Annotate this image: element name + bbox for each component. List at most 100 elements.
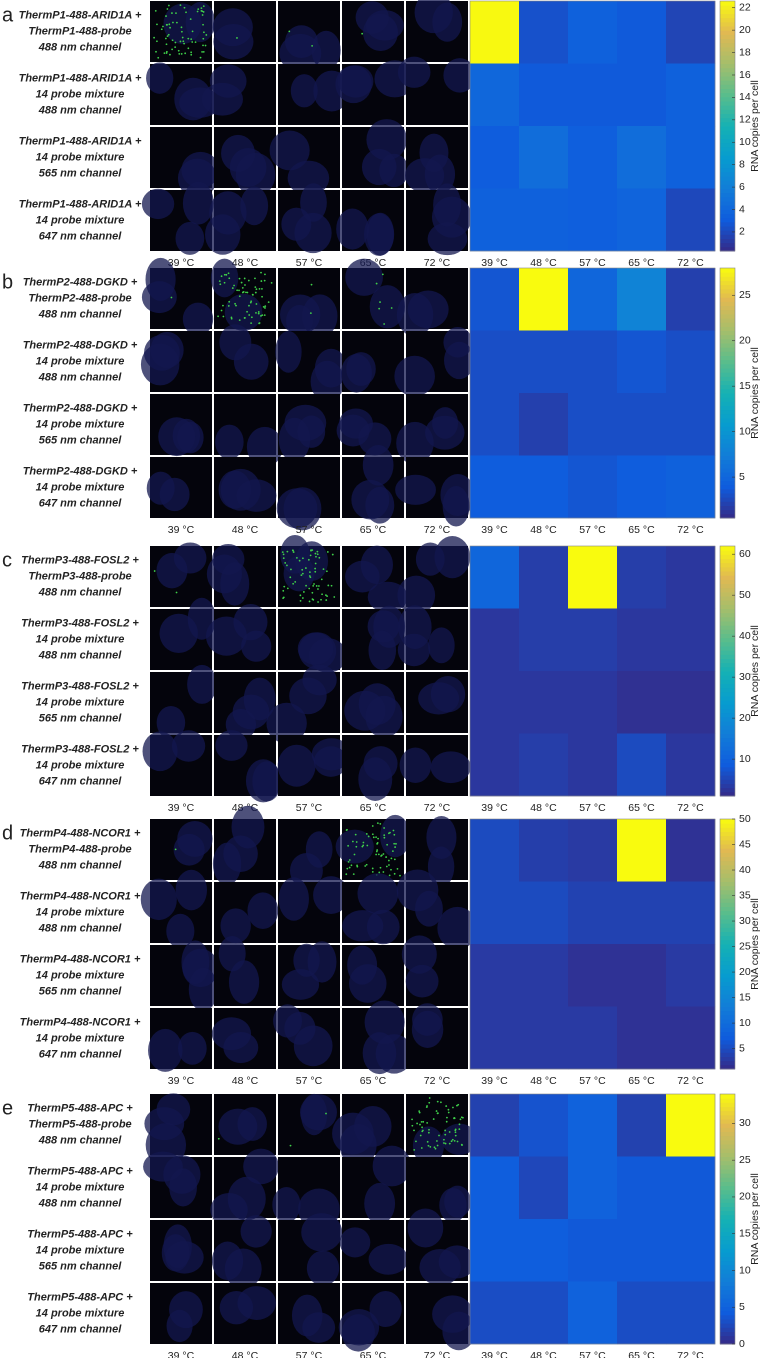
colorbar-step [720,1323,735,1328]
colorbar-tick-label: 12 [739,114,751,126]
row-label: ThermP2-488-DGKD + [23,402,138,414]
x-tick-label: 72 °C [424,802,451,814]
colorbar-step [720,910,735,916]
row-label: ThermP1-488-ARID1A + [19,135,142,147]
row-label: 488 nm channel [38,586,122,598]
colorbar-step [720,30,735,35]
nucleus [247,892,279,929]
colorbar-step [720,130,735,135]
heatmap-cell [519,330,569,394]
colorbar-step [720,898,735,903]
nucleus [212,8,253,47]
nucleus [209,64,247,98]
rna-spot [153,570,156,572]
colorbar-step [720,26,735,31]
colorbar-step [720,1127,735,1132]
heatmap-cell [666,733,716,797]
rna-spot [309,571,311,574]
colorbar-step [720,637,735,643]
colorbar-step [720,430,735,436]
colorbar-step [720,476,735,481]
colorbar-step [720,159,735,164]
nucleus [365,10,404,41]
nucleus [281,969,320,1000]
colorbar-tick-label: 30 [739,671,751,683]
nucleus [433,183,462,227]
nucleus [311,30,341,70]
colorbar-tick-label: 35 [739,889,751,901]
rna-spot [314,567,317,570]
nucleus [430,751,471,784]
x-tick-label: 65 °C [628,1350,655,1358]
rna-spot [356,864,358,867]
rna-spot [375,853,378,856]
colorbar-step [720,741,735,747]
colorbar-tick-label: 5 [739,1301,745,1313]
colorbar-step [720,877,735,882]
colorbar-label: RNA copies per cell [749,625,761,717]
colorbar-step [720,117,735,123]
heatmap-cell [470,188,520,252]
rna-spot [247,279,250,282]
heatmap-cell [519,1281,569,1345]
row-label: ThermP1-488-ARID1A + [19,198,142,210]
nucleus [336,208,369,250]
colorbar-step [720,679,735,684]
rna-spot [436,1100,439,1103]
rna-spot [223,281,226,284]
rna-spot [327,584,330,587]
colorbar-step [720,213,735,219]
rna-spot [250,316,253,319]
colorbar-step [720,192,735,198]
rna-spot [254,277,256,280]
rna-spot [300,574,303,576]
colorbar-step [720,1106,735,1112]
nucleus [414,0,453,34]
nucleus [365,695,403,738]
colorbar-step [720,1260,735,1266]
rna-spot [163,52,166,55]
rna-spot [443,1138,445,1141]
colorbar-step [720,59,735,64]
rna-spot [314,552,317,555]
colorbar-step [720,998,735,1003]
nucleus [368,630,397,671]
colorbar-step [720,691,735,697]
heatmap-cell [617,1156,667,1220]
rna-spot [191,41,194,43]
nucleus [299,1094,337,1131]
rna-spot [361,845,364,848]
x-tick-label: 72 °C [677,257,704,269]
rna-spot [427,1144,430,1147]
rna-spot [194,41,197,44]
nucleus [143,334,180,371]
heatmap-cell [470,546,520,609]
heatmap-cell [666,63,716,127]
colorbar-step [720,1335,735,1341]
rna-spot [165,15,167,17]
rna-spot [426,1105,428,1107]
nucleus [362,1032,397,1075]
rna-spot [448,1131,451,1133]
row-label: 14 probe mixture [36,633,125,645]
x-tick-label: 57 °C [296,257,323,269]
nucleus [241,630,272,662]
colorbar-tick-label: 5 [739,1042,745,1054]
row-label: ThermP5-488-APC + [27,1228,133,1240]
x-tick-label: 48 °C [530,257,557,269]
nucleus [300,183,327,222]
rna-spot [448,1142,451,1145]
colorbar-step [720,1298,735,1303]
rna-spot [383,323,386,325]
colorbar-step [720,1244,735,1249]
colorbar-step [720,596,735,601]
rna-spot [202,37,205,40]
rna-spot [459,1118,462,1121]
colorbar-step [720,305,735,311]
colorbar-step [720,217,735,223]
nucleus [156,552,188,589]
rna-spot [299,599,302,602]
nucleus [146,62,174,94]
rna-spot [202,11,205,13]
row-label: 488 nm channel [38,371,122,383]
